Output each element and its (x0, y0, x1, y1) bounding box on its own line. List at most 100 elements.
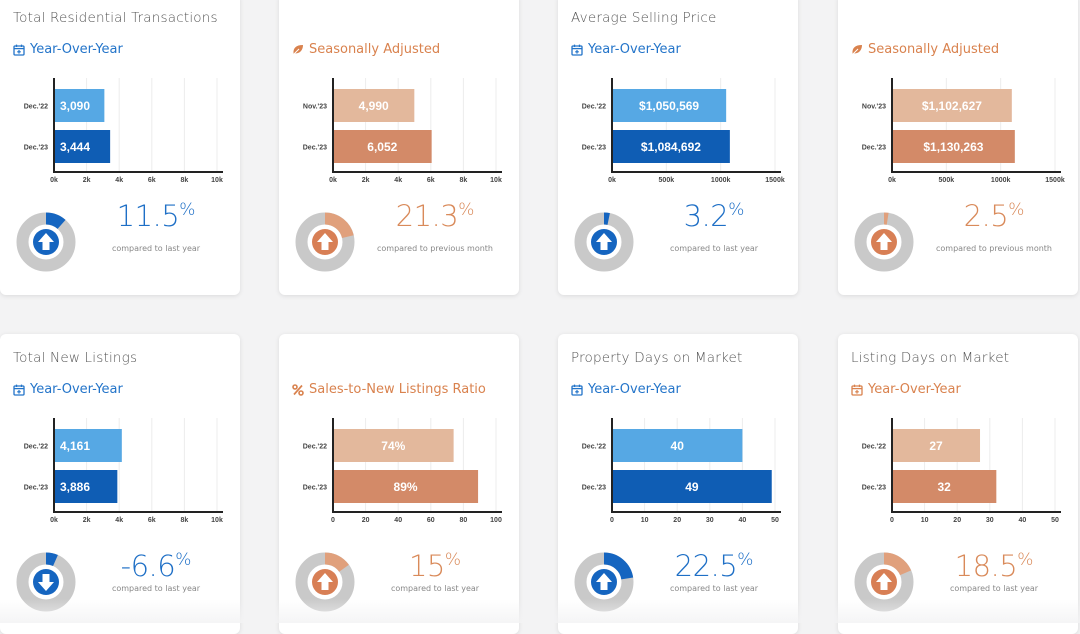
change-gauge (574, 552, 634, 612)
category-label: Dec.'23 (582, 145, 606, 152)
subtitle-label: Sales-to-New Listings Ratio (309, 382, 486, 397)
x-tick-label: 0k (50, 177, 58, 184)
bar-chart: 0k 2k 4k 6k 8k 10k Dec.'22 4,161 Dec.'23 3,886 (24, 418, 223, 524)
bar-value-label: 40 (671, 439, 685, 453)
category-label: Dec.'23 (24, 145, 48, 152)
arrow-glyph (596, 233, 612, 250)
x-tick-label: 10k (211, 517, 223, 524)
change-number: 3.2 (683, 199, 729, 233)
bar-value-label: 32 (937, 480, 951, 494)
x-tick-label: 8k (181, 177, 189, 184)
card-listing-days-on-market: Listing Days on Market Year-Over-Year 0 1… (838, 334, 1078, 634)
card-subtitle: Seasonally Adjusted (292, 42, 440, 57)
bar-value-label: 4,990 (359, 99, 389, 113)
bar (54, 89, 105, 122)
x-tick-label: 40 (394, 517, 402, 524)
arrow-glyph (596, 573, 612, 590)
x-tick-label: 1500k (765, 177, 785, 184)
card-subtitle: Year-Over-Year (13, 42, 123, 57)
bar-value-label: 3,444 (60, 140, 90, 154)
percent-sign: % (737, 550, 754, 570)
x-tick-label: 40 (1019, 517, 1027, 524)
card-title: Property Days on Market (571, 350, 743, 366)
bar-chart: 0k 2k 4k 6k 8k 10k Nov.'23 4,990 Dec.'23 6,052 (303, 78, 502, 184)
x-tick-label: 20 (673, 517, 681, 524)
bar-chart: 0 20 40 60 80 100 Dec.'22 74% Dec.'23 89% (303, 418, 502, 524)
x-tick-label: 4k (394, 177, 402, 184)
x-tick-label: 60 (427, 517, 435, 524)
percent-sign: % (179, 200, 196, 220)
compare-text: compared to last year (111, 244, 201, 253)
percent-sign: % (458, 200, 475, 220)
percent-sign: % (1017, 550, 1034, 570)
x-tick-label: 6k (148, 517, 156, 524)
subtitle-label: Year-Over-Year (30, 42, 123, 57)
x-tick-label: 2k (83, 517, 91, 524)
bar (612, 130, 730, 163)
compare-text: compared to last year (949, 584, 1039, 593)
x-tick-label: 50 (1051, 517, 1059, 524)
bar (892, 89, 1012, 122)
arrow-glyph (317, 233, 333, 250)
x-tick-label: 100 (490, 517, 502, 524)
change-gauge (574, 212, 634, 272)
bar-chart: 0k 2k 4k 6k 8k 10k Dec.'22 3,090 Dec.'23 3,444 (24, 78, 223, 184)
category-label: Dec.'23 (24, 485, 48, 492)
arrow-glyph (317, 573, 333, 590)
gauge-arc (295, 212, 355, 272)
x-tick-label: 1500k (1045, 177, 1065, 184)
category-label: Dec.'22 (24, 104, 48, 111)
bar-chart: 0k 500k 1000k 1500k Dec.'22 $1,050,569 Dec.'23… (582, 78, 785, 184)
bar-value-label: 6,052 (367, 140, 397, 154)
category-label: Dec.'23 (303, 485, 327, 492)
card-title: Listing Days on Market (851, 350, 1010, 366)
subtitle-label: Year-Over-Year (588, 382, 681, 397)
gauge-arc (854, 212, 914, 272)
x-tick-label: 10k (211, 177, 223, 184)
calendar-icon (13, 44, 25, 56)
category-label: Dec.'23 (862, 485, 886, 492)
arrow-glyph (38, 574, 54, 591)
x-tick-label: 40 (739, 517, 747, 524)
change-value: 11.5% (96, 199, 216, 233)
calendar-icon (571, 384, 583, 396)
bar (892, 130, 1015, 163)
x-tick-label: 30 (706, 517, 714, 524)
x-tick-label: 8k (181, 517, 189, 524)
bar-value-label: 3,886 (60, 480, 90, 494)
x-tick-label: 10 (641, 517, 649, 524)
change-number: 15 (408, 549, 445, 583)
percent-sign: % (728, 200, 745, 220)
x-tick-label: 0k (608, 177, 616, 184)
calendar-icon (571, 44, 583, 56)
card-subtitle: Sales-to-New Listings Ratio (292, 382, 486, 397)
calendar-icon (851, 384, 863, 396)
card-subtitle: Year-Over-Year (571, 42, 681, 57)
change-value: 2.5% (934, 199, 1054, 233)
change-value: 18.5% (934, 549, 1054, 583)
category-label: Nov.'23 (862, 104, 886, 111)
calendar-icon (13, 384, 25, 396)
compare-text: compared to last year (669, 584, 759, 593)
x-tick-label: 500k (939, 177, 955, 184)
change-number: 11.5 (116, 199, 180, 233)
subtitle-label: Seasonally Adjusted (309, 42, 441, 57)
category-label: Dec.'22 (303, 444, 327, 451)
x-tick-label: 20 (953, 517, 961, 524)
card-subtitle: Year-Over-Year (571, 382, 681, 397)
change-value: -6.6% (96, 549, 216, 583)
subtitle-label: Year-Over-Year (588, 42, 681, 57)
change-gauge (295, 552, 355, 612)
change-number: 22.5 (674, 549, 738, 583)
arrow-glyph (876, 233, 892, 250)
percent-sign: % (1008, 200, 1025, 220)
compare-text: compared to previous month (376, 244, 493, 253)
bar-chart: 0k 500k 1000k 1500k Nov.'23 $1,102,627 Dec.'23… (862, 78, 1065, 184)
x-tick-label: 0 (331, 517, 335, 524)
arrow-glyph (38, 233, 54, 250)
x-tick-label: 4k (115, 177, 123, 184)
gauge-arc (16, 212, 76, 272)
x-tick-label: 1000k (711, 177, 731, 184)
card-total-new-listings: Total New Listings Year-Over-Year 0k 2k 4k… (0, 334, 240, 634)
bar-value-label: $1,050,569 (639, 99, 699, 113)
